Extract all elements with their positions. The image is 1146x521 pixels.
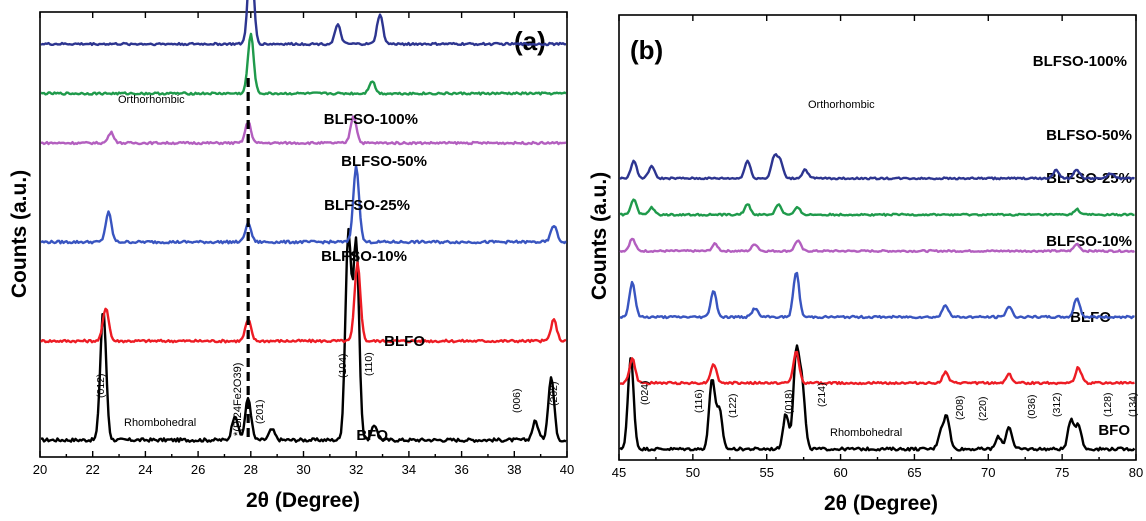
x-axis-label: 2θ (Degree): [824, 492, 938, 515]
x-tick-label: 60: [833, 465, 847, 480]
peak-index-label: (116): [693, 389, 705, 413]
peak-index-label: (208): [954, 395, 966, 420]
x-tick-label: 30: [296, 462, 310, 477]
series-line-blfso-10-: [40, 164, 567, 245]
peak-index-label: (201): [254, 399, 266, 424]
phase-label-rhombohedral: Rhombohedral: [124, 417, 196, 429]
series-label: BLFSO-10%: [1046, 233, 1132, 250]
peak-index-label: (312): [1051, 392, 1063, 417]
peak-index-label: (018): [783, 389, 795, 414]
x-tick-label: 20: [33, 462, 47, 477]
panel-label: (b): [630, 35, 663, 65]
x-tick-label: 38: [507, 462, 521, 477]
x-tick-label: 26: [191, 462, 205, 477]
series-label: BLFSO-100%: [1033, 53, 1127, 70]
series-label: BLFSO-50%: [1046, 127, 1132, 144]
peak-index-label: (024): [639, 380, 651, 405]
series-line-blfso-50-: [619, 198, 1135, 217]
x-tick-label: 65: [907, 465, 921, 480]
x-tick-label: 34: [402, 462, 416, 477]
panel-b: 45 50 55 60 65 70 75 80 2θ (Degree) Counts (a.u.)…: [588, 14, 1143, 515]
series-label: BLFSO-50%: [341, 153, 427, 170]
phase-label-rhombohedral: Rhombohedral: [830, 427, 902, 439]
x-tick-label: 24: [138, 462, 152, 477]
peak-index-label: (214): [816, 382, 828, 407]
panel-a: 20 22 24 26 28 30 32 34 36 38 40 2θ (Degree) Counts …: [8, 0, 574, 512]
series-line-blfso-25-: [40, 115, 567, 146]
x-tick-label: 28: [244, 462, 258, 477]
x-tick-label: 75: [1055, 465, 1069, 480]
peak-index-label: (012): [95, 373, 107, 398]
series-label: BLFSO-25%: [324, 197, 410, 214]
x-tick-label: 22: [85, 462, 99, 477]
series-line-blfso-10-: [619, 271, 1135, 320]
impurity-label: *(Bi24Fe2O39): [232, 363, 244, 436]
x-tick-label: 80: [1129, 465, 1143, 480]
series-line-blfso-50-: [40, 32, 567, 96]
series-label: BLFSO-10%: [321, 248, 407, 265]
series-label: BFO: [1098, 422, 1130, 439]
peak-index-label: (122): [727, 393, 739, 418]
x-tick-label: 45: [612, 465, 626, 480]
peak-index-label: (104): [337, 353, 349, 378]
series-line-bfo: [40, 227, 567, 443]
phase-label-orthorhombic: Orthorhombic: [808, 99, 875, 111]
x-tick-label: 32: [349, 462, 363, 477]
panel-label: (a): [514, 26, 546, 56]
peak-index-label: (036): [1026, 394, 1038, 419]
peak-index-label: (134): [1127, 392, 1139, 417]
y-axis-label: Counts (a.u.): [8, 170, 31, 298]
x-axis-label: 2θ (Degree): [246, 489, 360, 512]
series-label: BFO: [356, 427, 388, 444]
y-axis-label: Counts (a.u.): [588, 172, 611, 300]
peak-index-label: (006): [511, 388, 523, 413]
series-line-blfso-100-: [40, 0, 567, 47]
x-tick-label: 50: [686, 465, 700, 480]
phase-label-orthorhombic: Orthorhombic: [118, 94, 185, 106]
series-label: BLFO: [384, 333, 425, 350]
peak-index-label: (110): [363, 352, 375, 376]
plot-frame: [39, 11, 568, 458]
series-line-blfso-100-: [619, 153, 1135, 181]
series-line-blfo: [40, 261, 567, 344]
x-tick-label: 55: [759, 465, 773, 480]
series-label: BLFSO-100%: [324, 111, 418, 128]
x-tick-label: 36: [454, 462, 468, 477]
x-tick-label: 40: [560, 462, 574, 477]
peak-index-label: (202): [548, 381, 560, 406]
peak-index-label: (220): [977, 396, 989, 421]
x-tick-label: 70: [981, 465, 995, 480]
series-line-bfo: [619, 344, 1136, 452]
peak-index-label: (128): [1102, 392, 1114, 417]
series-line-blfo: [619, 350, 1135, 386]
series-line-blfso-25-: [619, 237, 1136, 254]
